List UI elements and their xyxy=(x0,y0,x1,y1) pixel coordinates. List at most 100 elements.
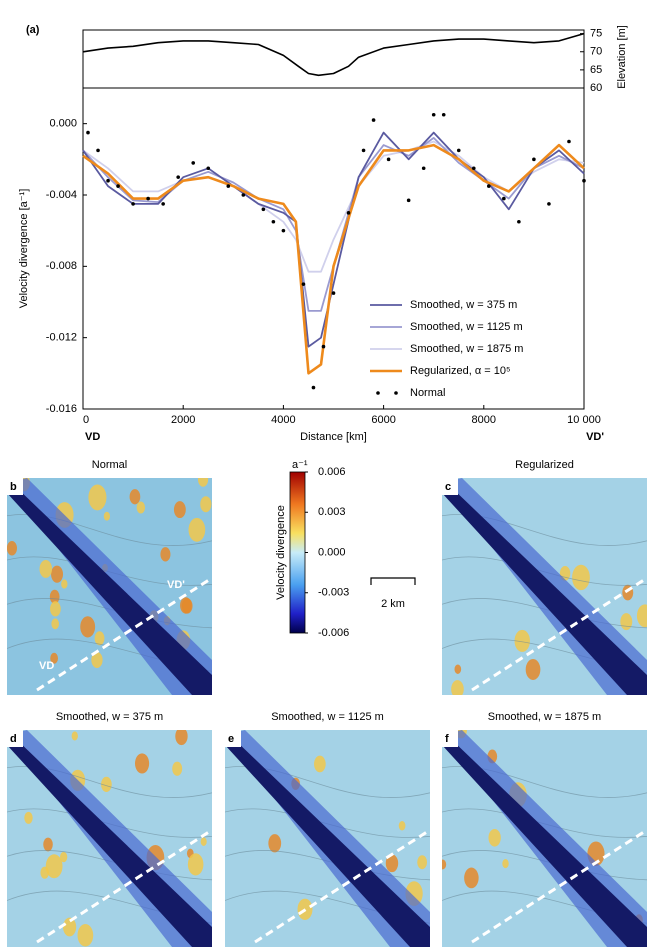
anomaly xyxy=(45,854,63,879)
contour xyxy=(442,513,647,546)
data-point xyxy=(206,166,211,171)
anomaly xyxy=(636,604,647,628)
anomaly xyxy=(7,541,17,556)
data-point xyxy=(406,198,411,203)
anomaly xyxy=(51,565,64,583)
anomaly xyxy=(134,753,150,774)
anomaly xyxy=(514,629,530,652)
anomaly xyxy=(525,658,541,680)
anomaly xyxy=(172,761,183,776)
x-axis-label: Distance [km] xyxy=(300,431,367,443)
anomaly xyxy=(60,851,68,863)
data-point xyxy=(567,139,571,144)
map-image xyxy=(7,478,212,695)
y-tick-label: -0.008 xyxy=(46,260,77,272)
panel-label-box xyxy=(442,730,458,747)
panel-label: d xyxy=(10,733,17,745)
anomaly xyxy=(91,651,103,668)
data-point xyxy=(346,211,351,215)
contour xyxy=(7,598,212,629)
data-point xyxy=(106,178,110,183)
anomaly xyxy=(50,652,58,664)
profile-line xyxy=(471,828,647,944)
panel-label-box xyxy=(225,730,241,747)
channel xyxy=(442,738,647,947)
panel-title: Regularized xyxy=(515,459,574,471)
anomaly xyxy=(80,616,96,638)
channel xyxy=(7,486,212,695)
anomaly xyxy=(101,776,112,793)
data-point xyxy=(361,148,366,153)
contour xyxy=(7,513,212,546)
data-point xyxy=(161,202,165,206)
legend-marker xyxy=(394,391,398,395)
anomaly xyxy=(464,867,479,889)
x-tick-label: 4000 xyxy=(271,414,295,426)
contour xyxy=(442,850,647,881)
y-tick-label: 70 xyxy=(590,46,602,58)
anomaly xyxy=(620,613,633,631)
anomaly xyxy=(77,924,94,947)
legend-label: Regularized, α = 10⁵ xyxy=(410,365,511,377)
anomaly xyxy=(502,858,509,869)
colorbar-tick-label: -0.003 xyxy=(318,587,349,599)
data-point xyxy=(226,184,231,188)
anomaly xyxy=(187,853,204,876)
map-label: VD' xyxy=(167,579,185,591)
y-axis-label: Elevation [m] xyxy=(616,25,628,89)
anomaly xyxy=(160,547,171,562)
anomaly xyxy=(385,854,399,873)
panel-title: Normal xyxy=(92,459,127,471)
data-point xyxy=(487,184,491,188)
anomaly xyxy=(63,917,77,937)
legend-label: Smoothed, w = 375 m xyxy=(410,299,517,311)
panel-label: b xyxy=(10,481,17,493)
panel-title: Smoothed, w = 375 m xyxy=(56,711,163,723)
panel-label: c xyxy=(445,481,451,493)
data-point xyxy=(502,196,506,201)
data-point xyxy=(191,161,196,165)
data-point xyxy=(281,228,286,233)
anomaly xyxy=(451,680,464,695)
data-point xyxy=(301,282,306,286)
data-point xyxy=(116,184,120,188)
scale-bar-label: 2 km xyxy=(381,598,405,610)
anomaly xyxy=(180,597,192,614)
data-point xyxy=(456,148,461,153)
data-point xyxy=(471,166,476,171)
section-end: VD' xyxy=(586,431,604,443)
anomaly xyxy=(442,859,447,870)
anomaly xyxy=(61,579,68,589)
data-point xyxy=(331,291,336,295)
anomaly xyxy=(173,501,186,519)
map-image xyxy=(225,730,430,947)
anomaly xyxy=(88,484,107,511)
colorbar-tick-label: 0.003 xyxy=(318,506,346,518)
data-point xyxy=(582,178,586,183)
anomaly xyxy=(454,664,462,674)
colorbar-tick-label: 0.000 xyxy=(318,546,346,558)
data-point xyxy=(517,219,521,224)
anomaly xyxy=(572,564,590,591)
panel-label: (a) xyxy=(26,24,40,36)
channel xyxy=(7,738,212,947)
data-point xyxy=(146,196,150,201)
section-start: VD xyxy=(85,431,100,443)
y-tick-label: -0.004 xyxy=(46,189,77,201)
anomaly xyxy=(398,820,406,831)
x-tick-label: 6000 xyxy=(371,414,395,426)
map-image xyxy=(7,730,212,947)
data-point xyxy=(241,193,246,197)
colorbar-tick-label: -0.006 xyxy=(318,627,349,639)
map-image xyxy=(442,478,647,695)
anomaly xyxy=(188,517,206,542)
anomaly xyxy=(198,478,209,487)
anomaly xyxy=(200,837,207,846)
anomaly xyxy=(71,731,78,741)
data-point xyxy=(261,207,266,212)
colorbar xyxy=(289,471,306,634)
panel-title: Smoothed, w = 1875 m xyxy=(488,711,601,723)
contour xyxy=(442,598,647,629)
profile-line xyxy=(36,828,212,944)
